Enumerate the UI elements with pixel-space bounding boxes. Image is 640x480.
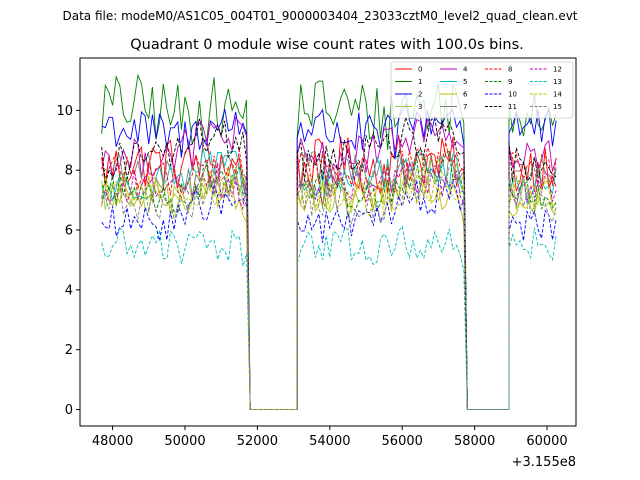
legend-label-7: 7: [463, 103, 467, 111]
x-tick-label: 60000: [526, 434, 567, 449]
legend-label-2: 2: [418, 91, 422, 99]
legend-label-14: 14: [553, 91, 562, 99]
data-file-label: Data file: modeM0/AS1C05_004T01_90000034…: [62, 9, 577, 23]
legend-label-12: 12: [553, 66, 562, 74]
legend-label-3: 3: [418, 103, 422, 111]
series-line-10: [101, 180, 557, 410]
x-tick-label: 54000: [309, 434, 350, 449]
series-line-15: [101, 164, 557, 410]
chart-title: Quadrant 0 module wise count rates with …: [130, 37, 524, 53]
legend-label-8: 8: [508, 66, 512, 74]
legend-label-11: 11: [508, 103, 517, 111]
y-tick-label: 4: [65, 283, 73, 298]
legend-label-15: 15: [553, 103, 562, 111]
series-line-2: [101, 102, 557, 410]
x-tick-label: 48000: [92, 434, 133, 449]
series-line-8: [101, 142, 557, 410]
legend-box: [390, 61, 574, 119]
legend-label-1: 1: [418, 78, 422, 86]
series-line-13: [101, 225, 557, 410]
legend-label-4: 4: [463, 66, 468, 74]
legend-label-13: 13: [553, 78, 562, 86]
y-tick-label: 2: [65, 343, 73, 358]
series-line-14: [101, 173, 557, 410]
series-line-5: [101, 148, 557, 410]
x-offset-label: +3.155e8: [512, 455, 576, 470]
x-tick-label: 56000: [382, 434, 423, 449]
legend-label-10: 10: [508, 91, 517, 99]
series-line-4: [101, 116, 557, 410]
y-tick-label: 8: [65, 164, 73, 179]
series-line-11: [101, 116, 557, 410]
y-axis: 0 2 4 6 8 10: [56, 104, 80, 418]
y-tick-label: 6: [65, 224, 73, 239]
y-tick-label: 10: [56, 104, 73, 119]
series-layer: [101, 73, 557, 410]
x-tick-label: 58000: [454, 434, 495, 449]
plot-frame: [80, 58, 576, 426]
plot-area: 48000 50000 52000 54000 56000 58000 60000 0 2 4 6…: [56, 57, 577, 449]
x-tick-label: 52000: [237, 434, 278, 449]
y-tick-label: 0: [65, 403, 73, 418]
plot-border: [79, 57, 577, 427]
x-axis: 48000 50000 52000 54000 56000 58000 60000: [92, 426, 568, 449]
series-line-9: [101, 150, 557, 410]
legend-label-5: 5: [463, 78, 467, 86]
x-tick-label: 50000: [164, 434, 205, 449]
legend-label-9: 9: [508, 78, 512, 86]
legend-label-0: 0: [418, 66, 422, 74]
legend-label-6: 6: [463, 91, 468, 99]
